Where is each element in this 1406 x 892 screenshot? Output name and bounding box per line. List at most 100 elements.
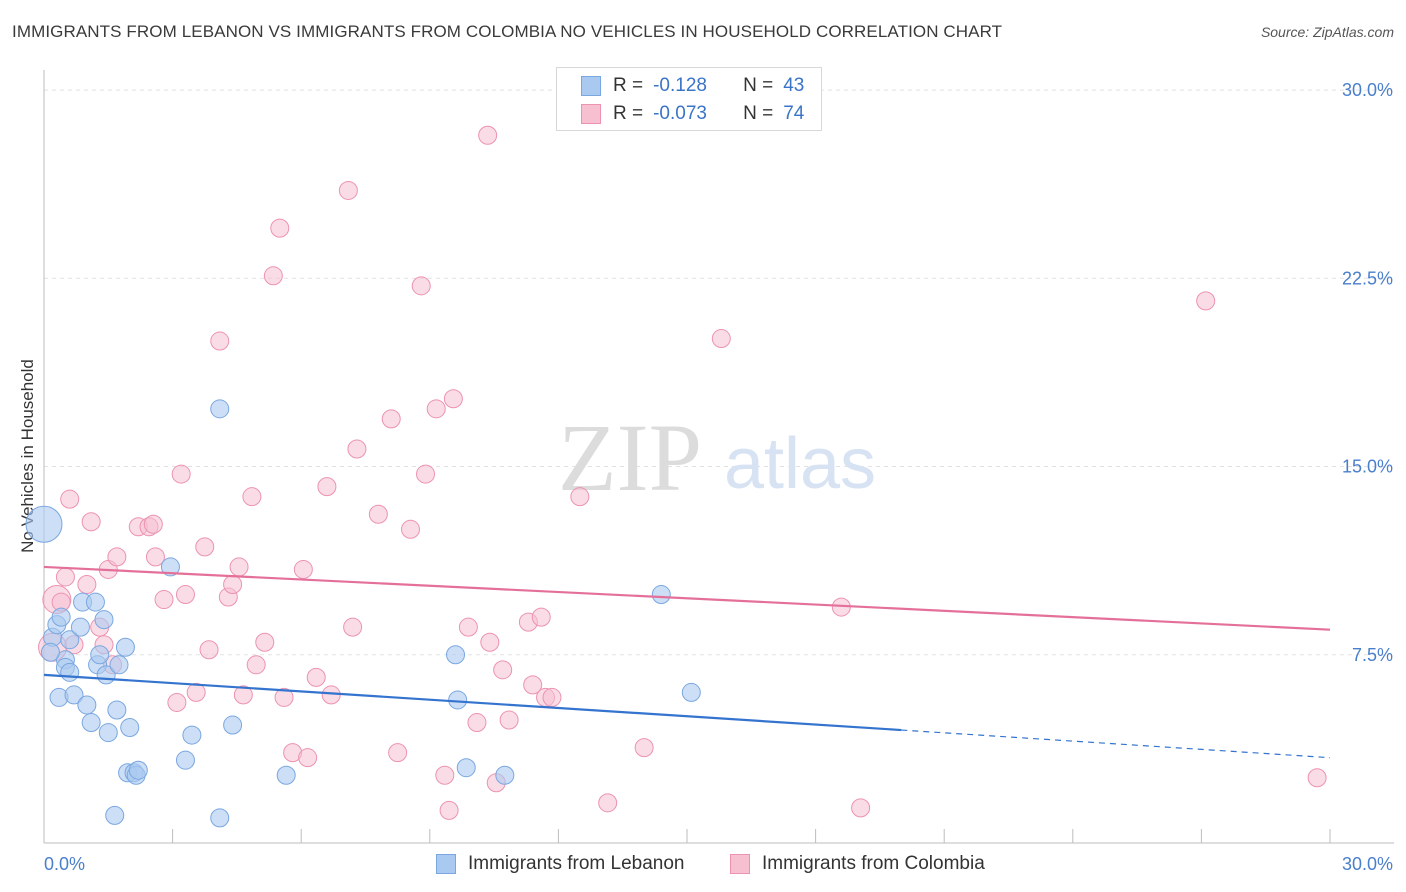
lebanon-point bbox=[60, 630, 80, 650]
legend-row-lebanon: R = -0.128 N = 43 bbox=[581, 73, 804, 99]
colombia-point bbox=[154, 590, 174, 610]
lebanon-point bbox=[456, 758, 476, 778]
lebanon-n-value: 43 bbox=[783, 75, 805, 96]
lebanon-point bbox=[109, 655, 129, 675]
colombia-point bbox=[1307, 768, 1327, 788]
y-tick-label: 30.0% bbox=[1342, 80, 1393, 100]
colombia-n-value: 74 bbox=[783, 103, 805, 124]
lebanon-point bbox=[681, 682, 701, 702]
colombia-point bbox=[493, 660, 513, 680]
lebanon-point bbox=[64, 685, 84, 705]
colombia-r-label: R = bbox=[613, 103, 644, 124]
lebanon-point bbox=[70, 617, 90, 637]
colombia-point bbox=[77, 574, 97, 594]
colombia-point bbox=[531, 607, 551, 627]
colombia-point bbox=[368, 504, 388, 524]
colombia-point bbox=[416, 464, 436, 484]
lebanon-r-label: R = bbox=[613, 75, 644, 96]
lebanon-point bbox=[495, 765, 515, 785]
lebanon-point bbox=[90, 645, 110, 665]
colombia-point bbox=[167, 692, 187, 712]
colombia-point bbox=[81, 512, 101, 532]
colombia-point bbox=[598, 793, 618, 813]
bottom-colombia-label: Immigrants from Colombia bbox=[762, 853, 985, 874]
lebanon-point bbox=[107, 700, 127, 720]
colombia-point bbox=[381, 409, 401, 429]
colombia-point bbox=[306, 667, 326, 687]
lebanon-point bbox=[651, 585, 671, 605]
chart-title: IMMIGRANTS FROM LEBANON VS IMMIGRANTS FR… bbox=[12, 22, 1003, 41]
colombia-point bbox=[317, 477, 337, 497]
axes bbox=[43, 70, 1394, 844]
y-tick-label: 7.5% bbox=[1352, 645, 1393, 665]
y-tick-label: 15.0% bbox=[1342, 457, 1393, 477]
colombia-point bbox=[55, 567, 75, 587]
lebanon-point bbox=[210, 808, 230, 828]
colombia-point bbox=[343, 617, 363, 637]
colombia-point bbox=[270, 218, 290, 238]
colombia-point bbox=[293, 559, 313, 579]
lebanon-point bbox=[94, 610, 114, 630]
colombia-point bbox=[426, 399, 446, 419]
colombia-point bbox=[411, 276, 431, 296]
colombia-point bbox=[523, 675, 543, 695]
colombia-point bbox=[274, 687, 294, 707]
y-tick-label: 22.5% bbox=[1342, 268, 1393, 288]
bottom-lebanon-label: Immigrants from Lebanon bbox=[468, 853, 685, 874]
lebanon-point bbox=[60, 662, 80, 682]
lebanon-point bbox=[85, 592, 105, 612]
colombia-point bbox=[338, 180, 358, 200]
colombia-point bbox=[347, 439, 367, 459]
colombia-point bbox=[542, 687, 562, 707]
x-tick-label-max: 30.0% bbox=[1342, 854, 1393, 874]
colombia-point bbox=[388, 743, 408, 763]
legend-row-colombia: R = -0.073 N = 74 bbox=[581, 101, 804, 127]
colombia-point bbox=[570, 487, 590, 507]
lebanon-point bbox=[40, 642, 60, 662]
bottom-lebanon-swatch bbox=[436, 854, 456, 874]
lebanon-point bbox=[448, 690, 468, 710]
lebanon-point bbox=[175, 750, 195, 770]
tick-labels: 7.5% 15.0% 22.5% 30.0% 0.0% 30.0% bbox=[44, 80, 1393, 874]
lebanon-swatch bbox=[581, 76, 601, 96]
colombia-point bbox=[195, 537, 215, 557]
colombia-point bbox=[186, 682, 206, 702]
lebanon-point bbox=[98, 723, 118, 743]
lebanon-trend-line bbox=[43, 673, 902, 732]
colombia-point bbox=[246, 655, 266, 675]
colombia-point bbox=[480, 632, 500, 652]
colombia-point bbox=[233, 685, 253, 705]
colombia-point bbox=[711, 329, 731, 349]
source-credit: Source: ZipAtlas.com bbox=[1260, 24, 1394, 40]
colombia-point bbox=[435, 765, 455, 785]
colombia-n-label: N = bbox=[743, 103, 774, 124]
colombia-point bbox=[851, 798, 871, 818]
lebanon-point bbox=[51, 607, 71, 627]
colombia-point bbox=[401, 519, 421, 539]
colombia-point bbox=[634, 738, 654, 758]
lebanon-point bbox=[182, 725, 202, 745]
colombia-point bbox=[458, 617, 478, 637]
colombia-r-value: -0.073 bbox=[653, 103, 707, 124]
colombia-point bbox=[199, 640, 219, 660]
colombia-trend-line bbox=[43, 565, 1331, 631]
colombia-point bbox=[263, 266, 283, 286]
series-lebanon-points bbox=[25, 399, 701, 828]
bottom-legend-lebanon: Immigrants from Lebanon bbox=[436, 851, 685, 877]
lebanon-point bbox=[446, 645, 466, 665]
lebanon-n-label: N = bbox=[743, 75, 774, 96]
lebanon-point bbox=[210, 399, 230, 419]
colombia-point bbox=[145, 547, 165, 567]
bottom-colombia-swatch bbox=[730, 854, 750, 874]
colombia-point bbox=[499, 710, 519, 730]
colombia-point bbox=[107, 547, 127, 567]
lebanon-r-value: -0.128 bbox=[653, 75, 707, 96]
colombia-point bbox=[223, 574, 243, 594]
lebanon-point bbox=[120, 718, 140, 738]
colombia-point bbox=[478, 125, 498, 145]
correlation-legend: R = -0.128 N = 43 R = -0.073 N = 74 bbox=[556, 67, 822, 131]
lebanon-point bbox=[115, 637, 135, 657]
lebanon-point bbox=[128, 760, 148, 780]
colombia-point bbox=[255, 632, 275, 652]
